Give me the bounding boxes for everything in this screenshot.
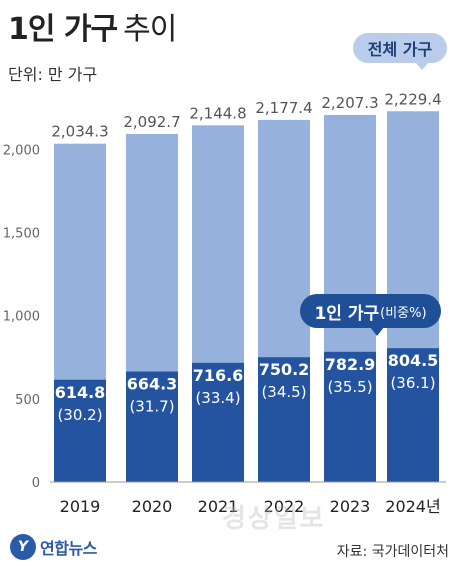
x-tick-label: 2021	[198, 497, 239, 516]
label-total: 2,034.3	[51, 123, 108, 141]
x-tick-label: 2022	[264, 497, 305, 516]
label-one-person: 716.6	[193, 366, 244, 385]
bar-one-person	[387, 348, 439, 482]
label-share: (35.5)	[327, 378, 372, 396]
chart-title: 1인 가구 추이	[8, 4, 177, 48]
brand-name: 연합뉴스	[40, 539, 97, 558]
x-tick-label: 2019	[60, 497, 101, 516]
legend-total-households: 전체 가구	[353, 33, 447, 70]
data-labels: 2,034.3 614.8 (30.2) 2,092.7 664.3 (31.7) 2,14…	[51, 90, 441, 424]
bar-one-person	[126, 371, 178, 482]
label-one-person: 614.8	[55, 383, 106, 402]
brand-logo: Y 연합뉴스	[10, 534, 97, 560]
label-total: 2,177.4	[255, 99, 312, 117]
label-share: (33.4)	[195, 389, 240, 407]
y-axis: 0 500 1,000 1,500 2,000	[3, 143, 40, 491]
y-tick-label: 2,000	[3, 143, 40, 158]
label-share: (34.5)	[261, 383, 306, 401]
watermark: 경상일보	[222, 504, 326, 534]
bar-one-person	[192, 362, 244, 482]
legend-one-person-main: 1인 가구	[314, 303, 380, 324]
unit-label: 단위: 만 가구	[8, 65, 98, 84]
label-one-person: 664.3	[127, 375, 178, 394]
label-share: (36.1)	[390, 374, 435, 392]
y-tick-label: 1,000	[3, 310, 40, 325]
bar-one-person	[258, 357, 310, 482]
title-main: 1인 가구	[8, 12, 118, 47]
x-axis: 2019 2020 2021 2022 2023 2024년	[50, 481, 446, 516]
bars	[54, 111, 439, 482]
bar-one-person	[54, 379, 106, 482]
logo-mark-icon: Y	[10, 534, 36, 560]
legend-one-person-households: 1인 가구 (비중%)	[300, 294, 441, 336]
label-one-person: 782.9	[325, 355, 376, 374]
x-tick-label: 2023	[330, 497, 371, 516]
title-sub: 추이	[123, 12, 177, 47]
bar-one-person	[324, 351, 376, 482]
label-one-person: 804.5	[388, 351, 439, 370]
label-total: 2,092.7	[123, 113, 180, 131]
label-total: 2,207.3	[321, 94, 378, 112]
label-share: (30.2)	[57, 406, 102, 424]
label-share: (31.7)	[129, 398, 174, 416]
label-total: 2,144.8	[189, 104, 246, 122]
y-tick-label: 0	[32, 476, 40, 491]
source-note: 자료: 국가데이터처	[336, 544, 449, 560]
legend-one-person-paren: (비중%)	[380, 305, 427, 321]
label-total: 2,229.4	[384, 90, 441, 108]
y-tick-label: 500	[15, 393, 40, 408]
x-tick-label: 2020	[132, 497, 173, 516]
x-tick-label: 2024년	[385, 497, 440, 516]
label-one-person: 750.2	[259, 360, 310, 379]
y-tick-label: 1,500	[3, 227, 40, 242]
